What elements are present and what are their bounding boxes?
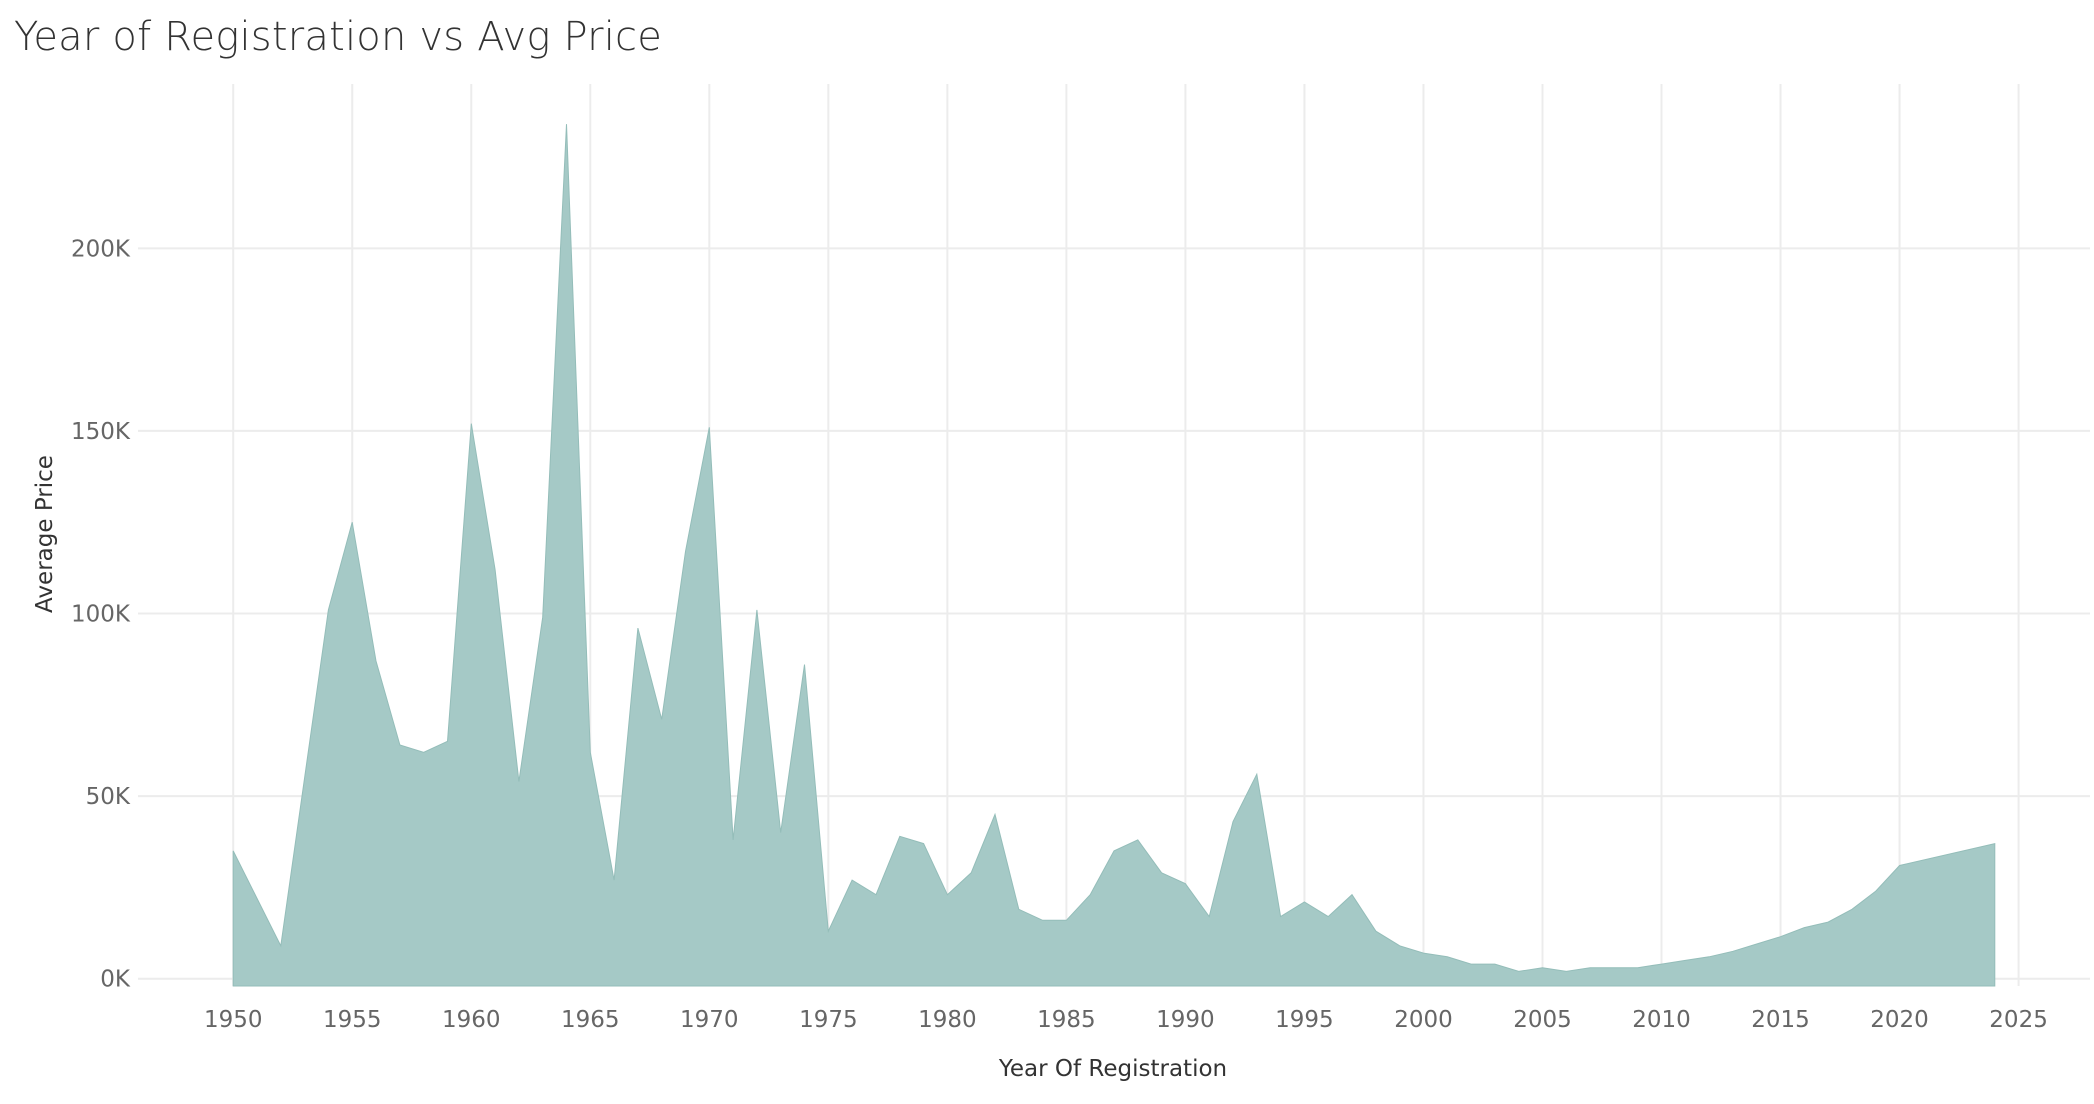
y-axis-title: Average Price [32,455,58,613]
x-tick-label: 1980 [918,1007,977,1033]
price-area [232,124,1996,987]
x-tick-label: 2005 [1513,1007,1572,1033]
y-tick-label: 100K [71,602,131,628]
x-tick-label: 1985 [1037,1007,1096,1033]
x-tick-label: 1955 [323,1007,382,1033]
x-tick-label: 1965 [561,1007,620,1033]
x-tick-label: 1975 [799,1007,858,1033]
x-axis-ticks: 1950 1955 1960 1965 1970 1975 1980 1985 1990 1995… [204,1007,2048,1033]
y-axis-ticks: 0K 50K 100K 150K 200K [71,236,131,992]
y-tick-label: 0K [100,967,131,993]
x-tick-label: 2010 [1632,1007,1691,1033]
x-tick-label: 2000 [1394,1007,1453,1033]
series-layer [232,124,1996,987]
x-tick-label: 1970 [680,1007,739,1033]
x-tick-label: 1990 [1156,1007,1215,1033]
x-tick-label: 1995 [1275,1007,1334,1033]
x-tick-label: 1960 [442,1007,501,1033]
vertical-gridlines [232,84,2020,986]
x-tick-label: 1950 [204,1007,263,1033]
chart-title: Year of Registration vs Avg Price [14,14,663,60]
y-tick-label: 150K [71,419,131,445]
y-tick-label: 200K [71,236,131,262]
x-axis-title: Year Of Registration [998,1056,1227,1082]
x-tick-label: 2025 [1989,1007,2048,1033]
x-tick-label: 2020 [1870,1007,1929,1033]
x-tick-label: 2015 [1751,1007,1810,1033]
y-tick-label: 50K [86,784,131,810]
